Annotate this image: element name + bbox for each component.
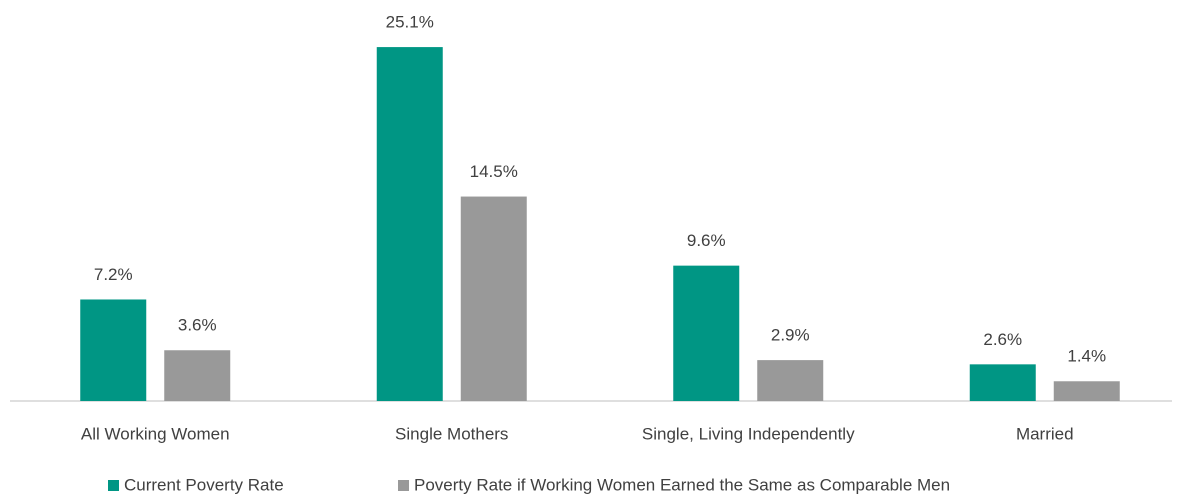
- bar: [757, 360, 824, 401]
- bar: [673, 265, 740, 401]
- value-label: 3.6%: [178, 316, 217, 335]
- value-label: 14.5%: [470, 162, 518, 181]
- value-label: 25.1%: [386, 13, 434, 32]
- bar: [460, 196, 527, 401]
- bar: [80, 299, 147, 401]
- legend-swatch: [398, 480, 409, 491]
- value-label: 1.4%: [1067, 347, 1106, 366]
- bar: [376, 47, 443, 402]
- x-tick-label: Single Mothers: [395, 424, 508, 443]
- bar: [164, 350, 231, 401]
- bar: [969, 364, 1036, 401]
- x-tick-label: Married: [1016, 424, 1074, 443]
- value-label: 9.6%: [687, 231, 726, 250]
- x-tick-label: All Working Women: [81, 424, 230, 443]
- legend-swatch: [108, 480, 119, 491]
- legend-label: Poverty Rate if Working Women Earned the…: [414, 475, 950, 494]
- x-tick-label: Single, Living Independently: [642, 424, 855, 443]
- bar: [1053, 381, 1120, 401]
- value-label: 2.6%: [983, 330, 1022, 349]
- legend-label: Current Poverty Rate: [124, 475, 284, 494]
- value-label: 7.2%: [94, 265, 133, 284]
- value-label: 2.9%: [771, 326, 810, 345]
